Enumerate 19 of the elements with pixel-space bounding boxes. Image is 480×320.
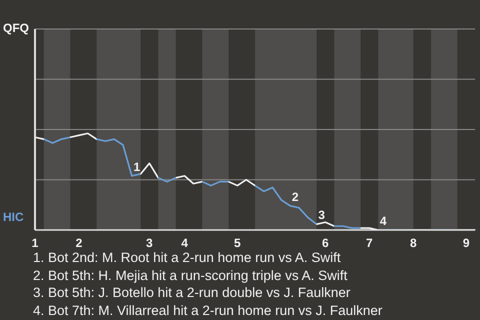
text: 4. Bot 7th: M. Villarreal hit a 2-run home run vs J. Faulkner (33, 302, 382, 319)
x-tick-label: 1 (32, 236, 39, 250)
text: 2. Bot 5th: H. Mejia hit a run-scoring triple vs A. Swift (33, 266, 348, 284)
x-tick-label: 7 (366, 236, 374, 250)
x-tick-label: 4 (181, 236, 188, 250)
annotation: 3 (318, 208, 326, 222)
text: 3. Bot 5th: J. Botello hit a 2-run double vs J. Faulkner (33, 284, 352, 302)
x-tick-label: 9 (462, 236, 470, 250)
annotation: 2 (292, 190, 299, 204)
annotation: 4 (380, 214, 387, 228)
x-tick-label: 5 (234, 236, 242, 250)
x-tick-label: 2 (76, 236, 83, 250)
text: 1. Bot 2nd: M. Root hit a 2-run home run vs A. Swift (33, 249, 342, 266)
text: HIC (3, 210, 24, 224)
text: QFQ (3, 21, 29, 35)
x-tick-label: 3 (146, 236, 154, 250)
annotation: 1 (133, 160, 140, 174)
x-tick-label: 6 (322, 236, 330, 250)
x-tick-label: 8 (410, 236, 418, 250)
